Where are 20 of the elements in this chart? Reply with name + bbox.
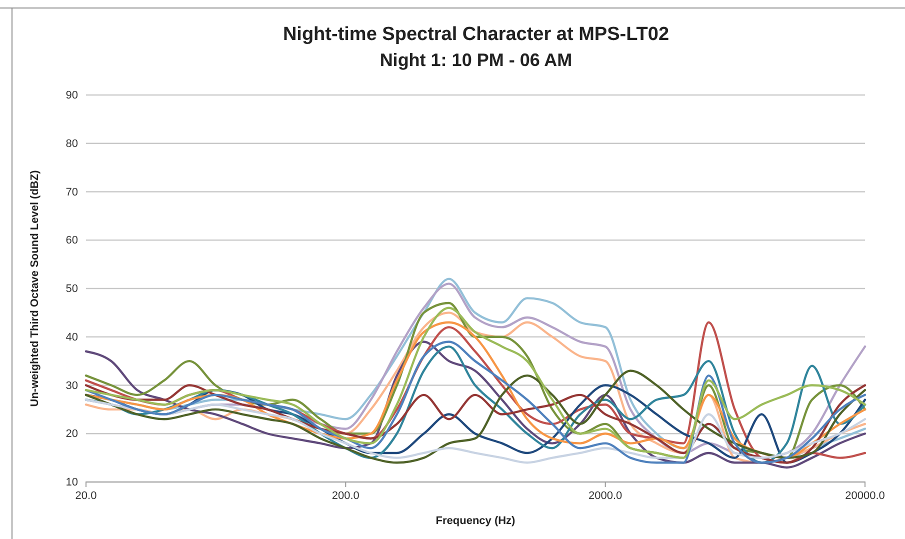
y-tick-label: 90 [66,90,78,102]
y-tick-label: 60 [66,234,78,247]
y-tick-label: 80 [66,138,78,150]
y-tick-label: 30 [66,380,78,392]
chart-subtitle: Night 1: 10 PM - 06 AM [380,50,572,70]
x-tick-label: 200.0 [332,490,360,502]
y-tick-label: 40 [66,331,78,344]
chart-title: Night-time Spectral Character at MPS-LT02 [282,24,670,45]
x-tick-label: 2000.0 [588,490,622,502]
y-tick-label: 20 [66,428,78,440]
y-tick-label: 10 [66,476,78,489]
x-tick-label: 20.0 [75,490,97,502]
line-series [84,398,866,464]
y-tick-label: 50 [66,283,78,296]
x-axis-title: Frequency (Hz) [436,515,516,527]
y-axis-title: Un-weighted Third Octave Sound Level (dBZ) [29,170,41,407]
y-tick-label: 70 [66,186,78,198]
line-series [84,370,866,464]
line-series [84,384,866,464]
x-tick-label: 20000.0 [845,490,885,502]
